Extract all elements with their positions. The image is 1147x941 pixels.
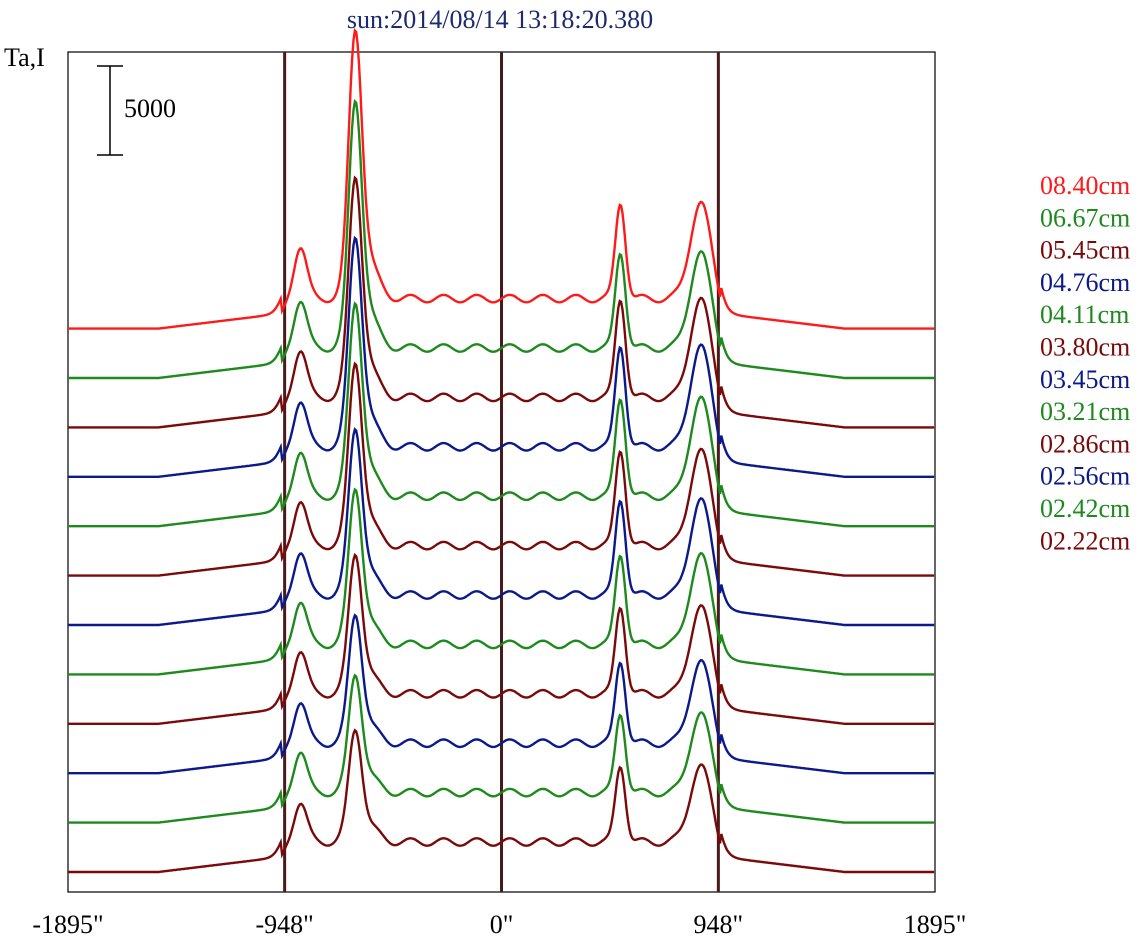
x-tick-labels: -1895" -948" 0" 948" 1895" xyxy=(32,910,966,939)
legend-entry: 03.21cm xyxy=(1040,397,1130,426)
legend-entry: 04.76cm xyxy=(1040,268,1130,297)
x-tick-label: 948" xyxy=(694,910,744,939)
series-group xyxy=(68,27,935,874)
series-line-02.22cm xyxy=(68,728,935,874)
x-tick-label: -948" xyxy=(255,910,313,939)
legend-entry: 06.67cm xyxy=(1040,203,1130,232)
scale-bar-label: 5000 xyxy=(124,94,176,123)
legend-entry: 05.45cm xyxy=(1040,236,1130,265)
series-line-02.86cm xyxy=(68,552,935,725)
x-tick-label: -1895" xyxy=(32,910,103,939)
legend-entry: 03.80cm xyxy=(1040,333,1130,362)
series-line-04.11cm xyxy=(68,301,935,528)
legend-entry: 02.86cm xyxy=(1040,429,1130,458)
legend-entry: 02.42cm xyxy=(1040,494,1130,523)
legend-entry: 08.40cm xyxy=(1040,171,1130,200)
legend: 08.40cm 06.67cm 05.45cm 04.76cm 04.11cm 03.80… xyxy=(1040,171,1130,555)
series-line-02.56cm xyxy=(68,613,935,775)
series-line-02.42cm xyxy=(68,673,935,824)
legend-entry: 02.22cm xyxy=(1040,526,1130,555)
series-line-03.45cm xyxy=(68,427,935,627)
x-tick-label: 0" xyxy=(490,910,514,939)
scale-bar: 5000 xyxy=(97,65,176,156)
chart-title: sun:2014/08/14 13:18:20.380 xyxy=(347,5,653,34)
series-line-08.40cm xyxy=(68,27,935,330)
x-tick-label: 1895" xyxy=(904,910,967,939)
series-line-04.76cm xyxy=(68,235,935,478)
series-line-06.67cm xyxy=(68,98,935,380)
series-line-03.21cm xyxy=(68,487,935,676)
series-line-03.80cm xyxy=(68,361,935,577)
legend-entry: 02.56cm xyxy=(1040,462,1130,491)
y-axis-label: Ta,I xyxy=(4,43,45,72)
series-line-05.45cm xyxy=(68,175,935,429)
legend-entry: 03.45cm xyxy=(1040,365,1130,394)
legend-entry: 04.11cm xyxy=(1040,300,1129,329)
